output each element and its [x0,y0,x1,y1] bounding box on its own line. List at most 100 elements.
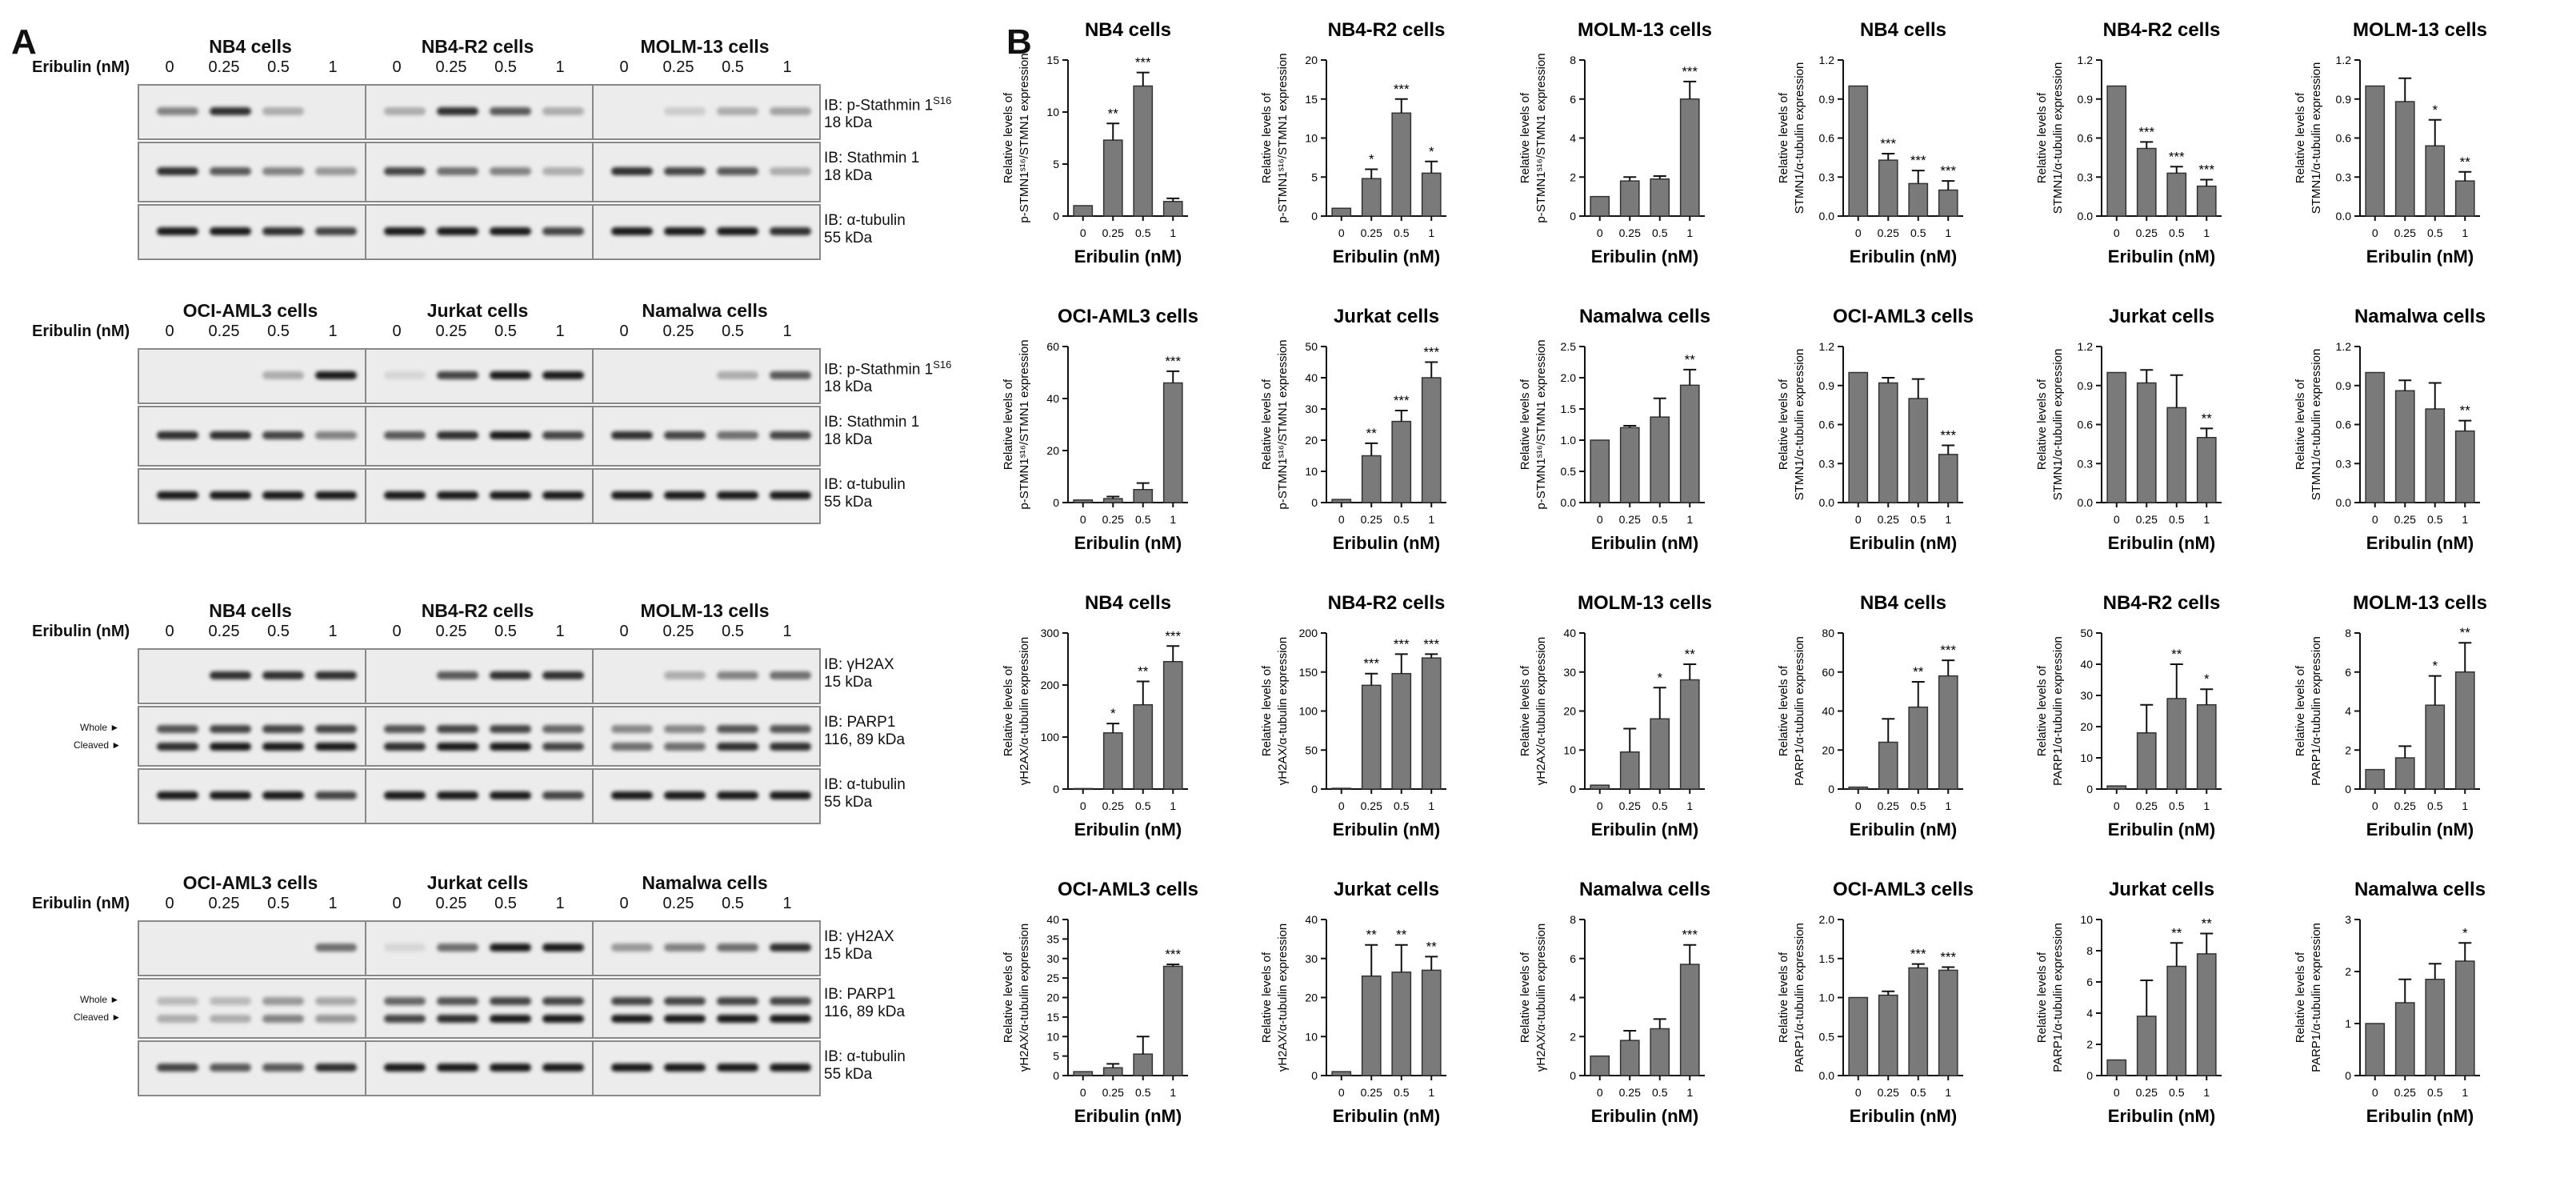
blot-band [611,743,653,751]
x-tick-label: 0.25 [1361,226,1382,239]
significance-marker: *** [1682,928,1698,943]
y-tick-label: 0 [1053,210,1059,222]
blot-band [490,167,531,175]
blot-band [490,791,531,799]
y-tick-label: 10 [1046,106,1059,118]
blot-strip [138,142,366,202]
blot-strip [138,406,366,467]
significance-marker: *** [1423,345,1439,360]
blot-antibody-label: IB: γH2AX 15 kDa [824,656,894,691]
dose-label: 0 [165,895,174,912]
chart-title: OCI-AML3 cells [1058,306,1198,327]
y-tick-label: 20 [1563,705,1576,718]
x-tick-label: 1 [1686,226,1693,239]
blot-band [611,997,653,1005]
blot-band [437,1064,478,1072]
y-axis-label-line1: Relative levels of [1260,92,1274,183]
dose-label: 1 [782,58,792,76]
blot-band [157,491,198,499]
bar [1908,706,1929,790]
blot-band [437,431,478,439]
bar [1361,455,1382,503]
y-axis-label-line2: STMN1/α-tubulin expression [2310,62,2323,214]
significance-marker: *** [1940,428,1956,443]
blot-antibody-label: IB: γH2AX 15 kDa [824,928,894,963]
blot-antibody-label: IB: Stathmin 1 18 kDa [824,414,920,448]
dose-label: 0 [619,58,629,76]
blot-band [384,107,426,115]
bar [2454,180,2475,217]
bar [1848,85,1869,217]
blot-strip [592,348,821,404]
y-tick-label: 40 [1305,913,1318,926]
significance-marker: ** [1138,663,1149,679]
significance-marker: *** [2169,149,2185,164]
blot-strip [592,648,821,704]
blot-band [770,371,811,379]
blot-strip [138,706,366,767]
significance-marker: *** [1165,947,1181,962]
blot-band [664,1064,706,1072]
blot-antibody-label: IB: PARP1 116, 89 kDa [824,986,906,1020]
y-axis-label-line2: PARP1/α-tubulin expression [2051,923,2065,1072]
dose-label: 1 [328,58,338,76]
blot-band [315,227,357,235]
blot-band [157,743,198,751]
y-tick-label: 0.9 [2336,93,2352,106]
bar [1102,732,1123,790]
bar [1619,180,1640,217]
y-tick-label: 4 [2086,1007,2093,1020]
blot-band [611,431,653,439]
x-tick-label: 0.25 [2136,226,2158,239]
x-tick-label: 0.5 [1394,1086,1410,1099]
bar [1133,85,1154,217]
x-axis-label: Eribulin (nM) [1850,819,1957,839]
blot-band [717,1064,758,1072]
x-tick-label: 0.25 [2136,513,2158,526]
y-tick-label: 0.0 [2336,496,2352,509]
blot-band [664,1015,706,1023]
blot-band [542,167,584,175]
y-axis-label-line1: Relative levels of [2035,379,2049,470]
blot-band [717,167,758,175]
blot-band [157,725,198,733]
blot-band [262,1064,304,1072]
x-axis-label: Eribulin (nM) [1074,533,1182,553]
blot-antibody-label: IB: α-tubulin 55 kDa [824,476,906,511]
significance-marker: * [2432,659,2438,674]
y-axis-label-line2: γH2AX/α-tubulin expression [1018,924,1031,1072]
y-axis-label-line2: PARP1/α-tubulin expression [2310,636,2323,786]
x-tick-label: 0 [2114,799,2120,812]
dose-label: 0.25 [662,895,694,912]
blot-strip [365,978,594,1039]
blot-strip [365,706,594,767]
bar [1938,189,1958,217]
blot-band [262,791,304,799]
blot-band [437,997,478,1005]
x-tick-label: 0.25 [2136,1086,2158,1099]
blot-band [315,167,357,175]
y-tick-label: 2.0 [1819,913,1835,926]
x-tick-label: 0.25 [1361,513,1382,526]
chart-title: NB4 cells [1085,19,1171,41]
x-tick-label: 1 [2203,1086,2210,1099]
dose-label: 0 [392,623,402,640]
x-tick-label: 0 [2372,226,2378,239]
y-tick-label: 0.0 [2078,496,2094,509]
y-tick-label: 0.3 [2078,457,2094,470]
blot-band [315,725,357,733]
significance-marker: *** [1940,949,1956,964]
y-tick-label: 40 [1305,371,1318,384]
bar [1361,975,1382,1076]
significance-marker: * [2462,925,2468,940]
blot-band [664,491,706,499]
x-tick-label: 0 [2372,1086,2378,1099]
significance-marker: *** [1135,55,1151,70]
y-tick-label: 0.0 [1819,1069,1835,1082]
chart-title: MOLM-13 cells [2353,19,2487,41]
y-tick-label: 0.3 [2336,457,2352,470]
bar [1391,112,1412,217]
dose-label: 0.5 [267,58,290,76]
blot-cell-title: OCI-AML3 cells [182,872,318,893]
significance-marker: ** [1426,939,1438,954]
